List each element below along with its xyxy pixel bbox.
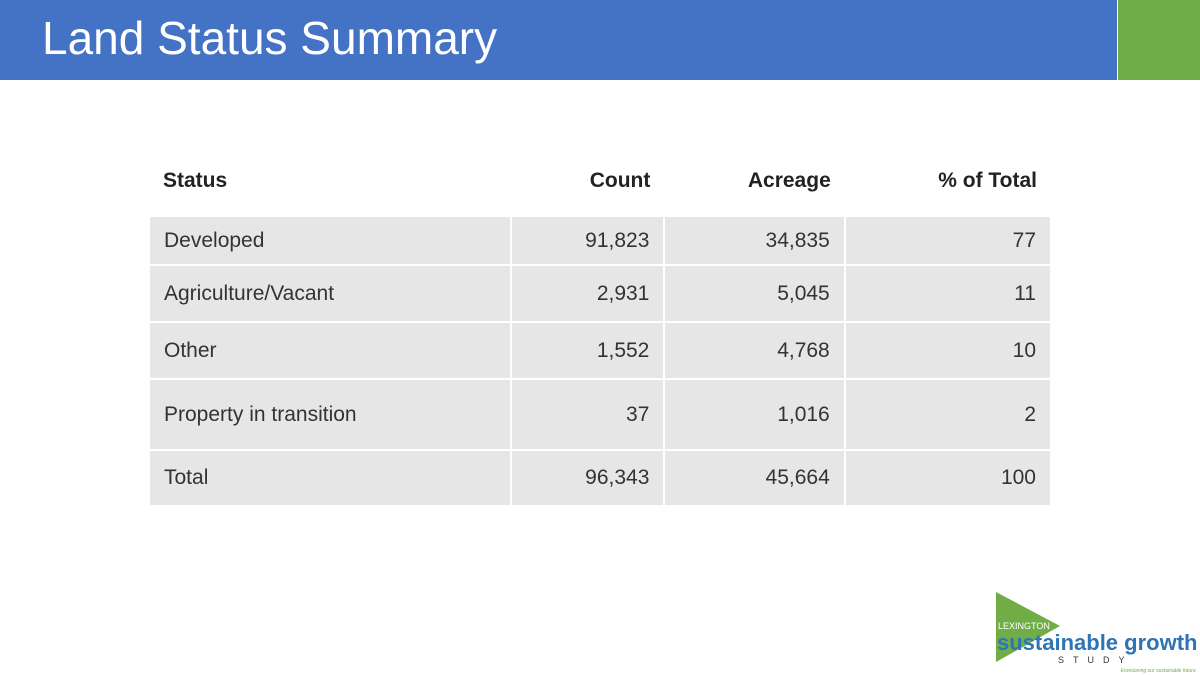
- number-cell: 77: [843, 209, 1053, 266]
- status-cell: Total: [147, 449, 513, 507]
- logo-city: LEXINGTON: [998, 621, 1050, 631]
- number-cell: 11: [843, 264, 1053, 323]
- header-accent: [1118, 0, 1200, 80]
- number-cell: 100: [843, 449, 1053, 507]
- number-cell: 2: [843, 378, 1053, 451]
- status-cell: Agriculture/Vacant: [147, 264, 513, 323]
- number-cell: 5,045: [663, 264, 846, 323]
- number-cell: 37: [510, 378, 666, 451]
- status-cell: Other: [147, 321, 513, 380]
- table-row: Property in transition 37 1,016 2: [147, 378, 1053, 451]
- table-row: Total 96,343 45,664 100: [147, 449, 1053, 507]
- number-cell: 34,835: [663, 209, 846, 266]
- number-cell: 96,343: [510, 449, 666, 507]
- logo-name: sustainable growth: [997, 630, 1197, 655]
- column-header: Acreage: [664, 158, 845, 217]
- number-cell: 1,016: [663, 378, 846, 451]
- logo-tagline: Envisioning our sustainable future.: [1121, 668, 1197, 674]
- table-row: Developed 91,823 34,835 77: [147, 209, 1053, 266]
- slide-title: Land Status Summary: [42, 12, 498, 64]
- table-row: Agriculture/Vacant 2,931 5,045 11: [147, 264, 1053, 323]
- logo: LEXINGTON sustainable growth STUDY Envis…: [996, 592, 1197, 674]
- logo-triangle: [996, 592, 1060, 662]
- number-cell: 1,552: [510, 321, 666, 380]
- column-header: Count: [511, 158, 665, 217]
- status-cell: Developed: [147, 209, 513, 266]
- number-cell: 10: [843, 321, 1053, 380]
- column-header: Status: [149, 158, 512, 217]
- number-cell: 45,664: [663, 449, 846, 507]
- number-cell: 91,823: [510, 209, 666, 266]
- column-header: % of Total: [844, 158, 1051, 217]
- status-cell: Property in transition: [147, 378, 513, 451]
- number-cell: 2,931: [510, 264, 666, 323]
- header-row: Status Count Acreage% of Total: [149, 158, 1051, 217]
- logo-study: STUDY: [1058, 655, 1134, 665]
- table-row: Other 1,552 4,768 10: [147, 321, 1053, 380]
- header-bar: [0, 0, 1117, 80]
- number-cell: 4,768: [663, 321, 846, 380]
- status-table: Status Count Acreage% of Total Developed 91…: [147, 158, 1053, 507]
